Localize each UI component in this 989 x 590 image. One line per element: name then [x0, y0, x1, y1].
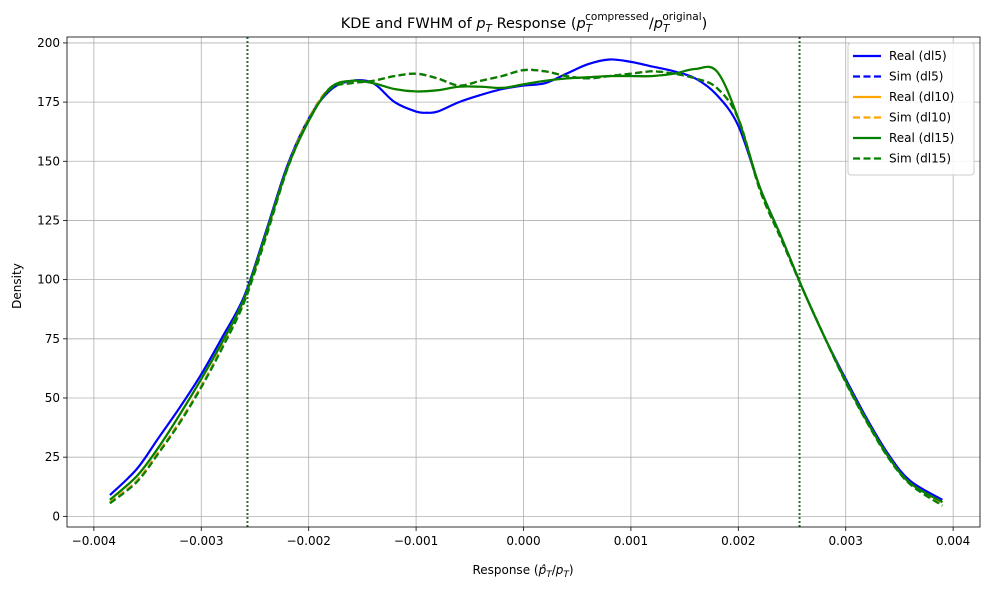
- series-lines: [109, 58, 944, 507]
- x-axis-label: Response (p̂T/pT): [472, 563, 573, 580]
- legend-label-2: Real (dl10): [889, 90, 954, 104]
- y-axis-ticks: 0 25 50 75 100 125 150 175 200: [37, 36, 67, 523]
- y-tick-label-1: 25: [45, 450, 60, 464]
- x-tick-label-8: 0.004: [936, 534, 970, 548]
- x-tick-label-3: −0.001: [394, 534, 438, 548]
- x-tick-label-7: 0.003: [829, 534, 863, 548]
- y-tick-label-5: 125: [37, 213, 60, 227]
- y-tick-label-6: 150: [37, 154, 60, 168]
- legend-label-4: Real (dl15): [889, 131, 954, 145]
- y-tick-label-2: 50: [45, 391, 60, 405]
- y-tick-label-4: 100: [37, 273, 60, 287]
- legend-label-0: Real (dl5): [889, 49, 947, 63]
- legend-label-5: Sim (dl15): [889, 152, 951, 166]
- y-tick-label-7: 175: [37, 95, 60, 109]
- y-tick-label-8: 200: [37, 36, 60, 50]
- series-line-5: [109, 68, 944, 507]
- legend-label-3: Sim (dl10): [889, 111, 951, 125]
- x-axis-ticks: −0.004 −0.003 −0.002 −0.001 0.000 0.001 0.002 0…: [72, 527, 970, 548]
- x-tick-label-6: 0.002: [721, 534, 755, 548]
- y-tick-label-0: 0: [52, 509, 60, 523]
- y-axis-label: Density: [10, 263, 24, 309]
- x-tick-label-5: 0.001: [614, 534, 648, 548]
- chart-title: KDE and FWHM of pT Response (pTcompresse…: [341, 11, 708, 35]
- x-tick-label-0: −0.004: [72, 534, 116, 548]
- legend: Real (dl5) Sim (dl5) Real (dl10) Sim (dl10)…: [847, 42, 975, 176]
- x-tick-label-1: −0.003: [179, 534, 223, 548]
- y-tick-label-3: 75: [45, 332, 60, 346]
- x-tick-label-2: −0.002: [286, 534, 330, 548]
- legend-label-1: Sim (dl5): [889, 70, 943, 84]
- x-tick-label-4: 0.000: [506, 534, 540, 548]
